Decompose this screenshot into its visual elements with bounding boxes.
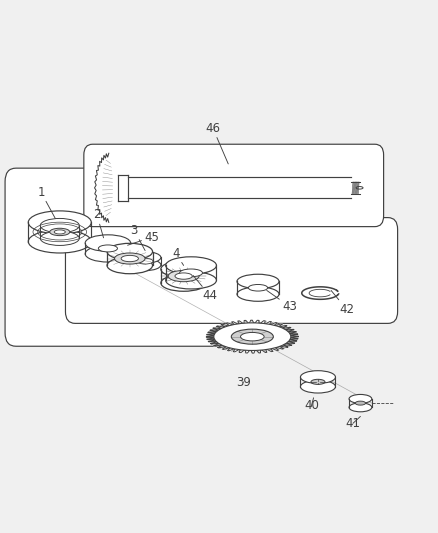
Ellipse shape [240,333,264,341]
Ellipse shape [40,231,79,245]
Ellipse shape [98,245,117,252]
Ellipse shape [85,246,131,262]
Ellipse shape [310,379,324,384]
Text: 3: 3 [130,224,145,251]
Ellipse shape [354,401,365,405]
Ellipse shape [355,187,362,189]
Text: 41: 41 [345,416,360,430]
Ellipse shape [179,269,202,277]
Ellipse shape [107,244,152,260]
Text: 4: 4 [172,247,183,265]
Text: 2: 2 [93,208,103,238]
Ellipse shape [348,403,371,412]
Ellipse shape [165,272,216,289]
Text: 43: 43 [266,290,296,313]
Ellipse shape [54,230,65,234]
Text: 39: 39 [236,376,251,389]
FancyBboxPatch shape [5,168,243,346]
Ellipse shape [114,253,145,264]
Ellipse shape [129,252,160,263]
Text: 42: 42 [330,290,353,316]
Ellipse shape [168,270,199,282]
Ellipse shape [85,235,131,252]
Polygon shape [94,154,113,222]
Ellipse shape [213,323,290,351]
Ellipse shape [237,287,279,301]
Ellipse shape [107,257,152,274]
Text: 46: 46 [205,122,228,164]
Ellipse shape [300,370,335,383]
Ellipse shape [248,285,267,291]
Ellipse shape [49,228,70,236]
Ellipse shape [137,259,152,264]
Ellipse shape [175,273,192,279]
Polygon shape [206,320,297,353]
Ellipse shape [40,219,79,233]
Text: 44: 44 [193,276,217,302]
Ellipse shape [160,274,206,291]
Ellipse shape [237,274,279,288]
Ellipse shape [28,230,91,253]
Text: 40: 40 [303,398,318,413]
Ellipse shape [28,211,91,234]
Text: 1: 1 [37,185,55,219]
Ellipse shape [129,259,160,271]
Ellipse shape [231,329,273,344]
FancyBboxPatch shape [65,217,397,324]
FancyBboxPatch shape [84,144,383,227]
Ellipse shape [165,257,216,274]
Text: 45: 45 [127,231,159,245]
Ellipse shape [300,380,335,393]
Ellipse shape [160,261,206,278]
Ellipse shape [121,255,138,262]
Ellipse shape [348,394,371,403]
